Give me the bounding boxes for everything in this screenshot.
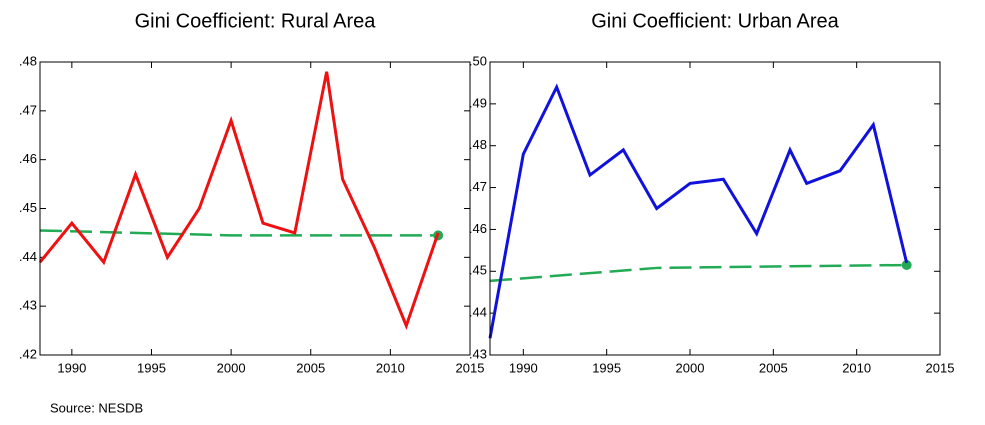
trend-end bbox=[901, 260, 912, 271]
x-tick-label: 1995 bbox=[137, 360, 166, 375]
x-tick-label: 2005 bbox=[296, 360, 325, 375]
y-tick-label: .47 bbox=[469, 179, 487, 194]
plot-frame bbox=[39, 61, 471, 356]
plot-frame bbox=[489, 61, 941, 356]
trend-line bbox=[489, 263, 907, 283]
x-tick-label: 1990 bbox=[57, 360, 86, 375]
x-tick-label: 2015 bbox=[456, 360, 485, 375]
x-tick-label: 1995 bbox=[592, 360, 621, 375]
x-tick-label: 2015 bbox=[926, 360, 955, 375]
y-tick-label: .42 bbox=[19, 346, 37, 361]
x-tick-label: 2010 bbox=[376, 360, 405, 375]
data-line bbox=[38, 71, 440, 330]
y-tick-label: .49 bbox=[469, 95, 487, 110]
y-tick-label: .48 bbox=[19, 53, 37, 68]
y-tick-label: .45 bbox=[469, 263, 487, 278]
data-line bbox=[488, 83, 909, 339]
x-tick-label: 2000 bbox=[676, 360, 705, 375]
y-tick-label: .48 bbox=[469, 137, 487, 152]
x-tick-label: 2000 bbox=[217, 360, 246, 375]
x-tick-label: 1990 bbox=[509, 360, 538, 375]
source-note: Source: NESDB bbox=[50, 400, 143, 415]
y-tick-label: .44 bbox=[469, 305, 487, 320]
y-tick-label: .46 bbox=[19, 151, 37, 166]
y-tick-label: .46 bbox=[469, 221, 487, 236]
y-tick-label: .45 bbox=[19, 200, 37, 215]
x-tick-label: 2010 bbox=[842, 360, 871, 375]
y-tick-label: .47 bbox=[19, 102, 37, 117]
trend-line bbox=[39, 229, 439, 237]
x-tick-label: 2005 bbox=[759, 360, 788, 375]
y-tick-label: .43 bbox=[469, 346, 487, 361]
y-tick-label: .44 bbox=[19, 249, 37, 264]
y-tick-label: .50 bbox=[469, 53, 487, 68]
chart-title: Gini Coefficient: Urban Area bbox=[591, 10, 839, 32]
y-tick-label: .43 bbox=[19, 298, 37, 313]
chart-title: Gini Coefficient: Rural Area bbox=[135, 10, 377, 32]
